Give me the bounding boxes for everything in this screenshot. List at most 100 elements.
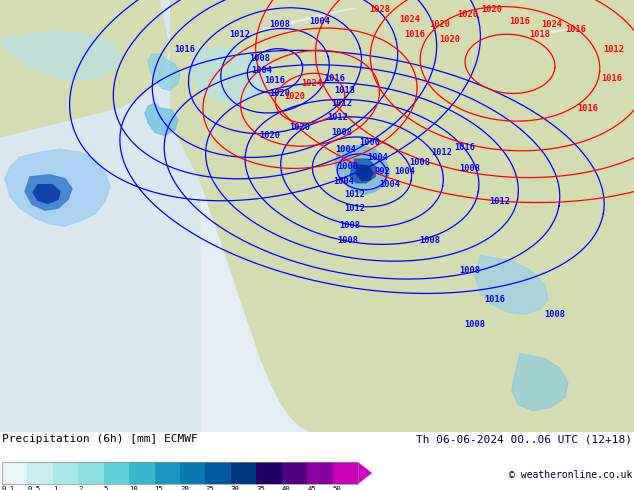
Bar <box>333 462 358 484</box>
Bar <box>231 462 256 484</box>
Text: 35: 35 <box>256 486 265 490</box>
Text: 1016: 1016 <box>404 30 425 39</box>
Text: 1000: 1000 <box>359 138 380 147</box>
Text: 1004: 1004 <box>252 66 273 75</box>
Polygon shape <box>0 0 170 138</box>
Text: 1012: 1012 <box>230 30 250 39</box>
Text: 1008: 1008 <box>339 221 361 230</box>
Text: 1008: 1008 <box>337 236 358 245</box>
Text: 1016: 1016 <box>174 45 195 53</box>
Text: 1016: 1016 <box>510 17 531 26</box>
Text: 992: 992 <box>374 168 390 176</box>
Text: 1008: 1008 <box>420 236 441 245</box>
Bar <box>155 462 180 484</box>
Text: 1004: 1004 <box>335 145 356 154</box>
Bar <box>205 462 231 484</box>
Polygon shape <box>512 354 568 411</box>
Text: 1008: 1008 <box>337 163 358 172</box>
Text: 1016: 1016 <box>484 295 505 304</box>
Text: 0.1: 0.1 <box>2 486 15 490</box>
Text: 1016: 1016 <box>578 103 598 113</box>
Text: 1012: 1012 <box>332 98 353 108</box>
Polygon shape <box>170 0 634 128</box>
Text: 40: 40 <box>281 486 290 490</box>
Text: 1016: 1016 <box>602 74 623 83</box>
Bar <box>27 462 53 484</box>
Text: 1020: 1020 <box>269 89 290 98</box>
Bar <box>180 462 205 484</box>
Text: 1008: 1008 <box>250 54 271 63</box>
Polygon shape <box>190 47 270 103</box>
Text: 1008: 1008 <box>465 319 486 329</box>
Text: © weatheronline.co.uk: © weatheronline.co.uk <box>508 470 632 480</box>
Text: 1020: 1020 <box>481 5 503 14</box>
Text: 45: 45 <box>307 486 316 490</box>
Text: 1004: 1004 <box>309 17 330 26</box>
Text: 1024: 1024 <box>541 20 562 29</box>
Text: 1012: 1012 <box>432 148 453 157</box>
Text: 1008: 1008 <box>460 165 481 173</box>
Text: 1024: 1024 <box>302 79 323 88</box>
Text: 1012: 1012 <box>344 190 365 199</box>
Text: 1012: 1012 <box>344 204 365 213</box>
Polygon shape <box>145 103 178 136</box>
Polygon shape <box>475 255 548 314</box>
Text: 1016: 1016 <box>325 74 346 83</box>
Bar <box>281 462 307 484</box>
Bar <box>104 462 129 484</box>
Bar <box>53 462 78 484</box>
Polygon shape <box>25 175 72 210</box>
Text: 25: 25 <box>205 486 214 490</box>
Text: 1008: 1008 <box>269 20 290 29</box>
Text: 1012: 1012 <box>489 197 510 206</box>
Text: 1004: 1004 <box>394 168 415 176</box>
Polygon shape <box>358 462 372 484</box>
Text: 1008: 1008 <box>545 310 566 319</box>
Text: 2: 2 <box>78 486 82 490</box>
Text: 1020: 1020 <box>259 131 280 140</box>
Polygon shape <box>170 7 634 432</box>
Text: 1012: 1012 <box>328 113 349 122</box>
Text: 1016: 1016 <box>264 76 285 85</box>
Text: Th 06-06-2024 00..06 UTC (12+18): Th 06-06-2024 00..06 UTC (12+18) <box>416 434 632 444</box>
Text: 1028: 1028 <box>370 5 391 14</box>
Polygon shape <box>148 54 180 90</box>
Text: 1020: 1020 <box>285 92 306 101</box>
Polygon shape <box>335 146 390 195</box>
Text: 1004: 1004 <box>380 180 401 189</box>
Text: 0.5: 0.5 <box>27 486 41 490</box>
Bar <box>2 462 358 484</box>
Polygon shape <box>0 31 120 80</box>
Polygon shape <box>5 149 110 226</box>
Polygon shape <box>350 159 376 183</box>
Text: 1024: 1024 <box>399 15 420 24</box>
Text: 1004: 1004 <box>368 153 389 162</box>
Text: 1008: 1008 <box>460 266 481 274</box>
Polygon shape <box>356 165 373 181</box>
Polygon shape <box>33 185 60 203</box>
Bar <box>78 462 104 484</box>
Text: 1020: 1020 <box>458 10 479 19</box>
Text: 1018: 1018 <box>529 30 550 39</box>
Bar <box>129 462 155 484</box>
Text: 1018: 1018 <box>335 86 356 95</box>
Text: 1020: 1020 <box>439 35 460 44</box>
Text: 1016: 1016 <box>566 25 586 34</box>
Bar <box>2 462 27 484</box>
Text: Precipitation (6h) [mm] ECMWF: Precipitation (6h) [mm] ECMWF <box>2 434 198 444</box>
Bar <box>0 0 200 432</box>
Text: 1020: 1020 <box>290 123 311 132</box>
Text: 30: 30 <box>231 486 240 490</box>
Text: 10: 10 <box>129 486 138 490</box>
Bar <box>256 462 281 484</box>
Text: 20: 20 <box>180 486 189 490</box>
Text: 1: 1 <box>53 486 57 490</box>
Text: 15: 15 <box>155 486 164 490</box>
Text: 1012: 1012 <box>604 45 624 53</box>
Text: 1008: 1008 <box>410 158 430 167</box>
Text: 1016: 1016 <box>455 143 476 152</box>
Text: 1020: 1020 <box>429 20 451 29</box>
Bar <box>307 462 333 484</box>
Text: 5: 5 <box>104 486 108 490</box>
Text: 50: 50 <box>333 486 341 490</box>
